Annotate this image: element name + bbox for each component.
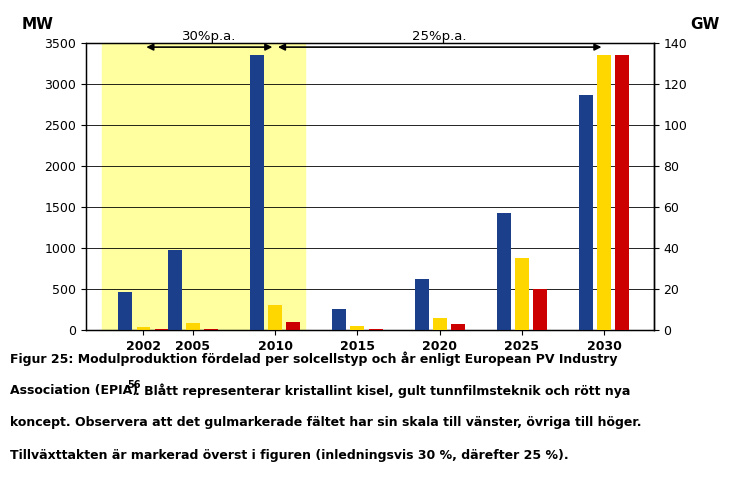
Bar: [579, 95, 593, 330]
Bar: [450, 324, 465, 330]
Bar: [433, 317, 447, 330]
Text: GW: GW: [690, 17, 719, 32]
Bar: [286, 323, 300, 330]
Bar: [415, 279, 429, 330]
Text: Figur 25: Modulproduktion fördelad per solcellstyp och år enligt European PV Ind: Figur 25: Modulproduktion fördelad per s…: [10, 351, 617, 366]
Text: 56: 56: [128, 380, 141, 390]
Bar: [332, 309, 347, 330]
Bar: [119, 292, 132, 330]
Text: 30%p.a.: 30%p.a.: [182, 30, 237, 43]
Bar: [186, 323, 200, 330]
Text: Association (EPIA): Association (EPIA): [10, 384, 138, 397]
Bar: [598, 55, 611, 330]
Bar: [497, 213, 511, 330]
Bar: [137, 327, 150, 330]
Bar: [168, 250, 182, 330]
Bar: [268, 305, 282, 330]
Text: . Blått representerar kristallint kisel, gult tunnfilmsteknik och rött nya: . Blått representerar kristallint kisel,…: [135, 384, 630, 398]
Text: MW: MW: [22, 17, 54, 32]
Bar: [616, 55, 630, 330]
Text: Tillväxttakten är markerad överst i figuren (inledningsvis 30 %, därefter 25 %).: Tillväxttakten är markerad överst i figu…: [10, 449, 568, 462]
Text: koncept. Observera att det gulmarkerade fältet har sin skala till vänster, övrig: koncept. Observera att det gulmarkerade …: [10, 416, 641, 429]
Bar: [102, 43, 305, 330]
Bar: [250, 55, 264, 330]
Bar: [515, 258, 529, 330]
Bar: [533, 289, 547, 330]
Bar: [368, 329, 382, 330]
Text: 25%p.a.: 25%p.a.: [412, 30, 467, 43]
Bar: [204, 329, 218, 330]
Bar: [350, 326, 365, 330]
